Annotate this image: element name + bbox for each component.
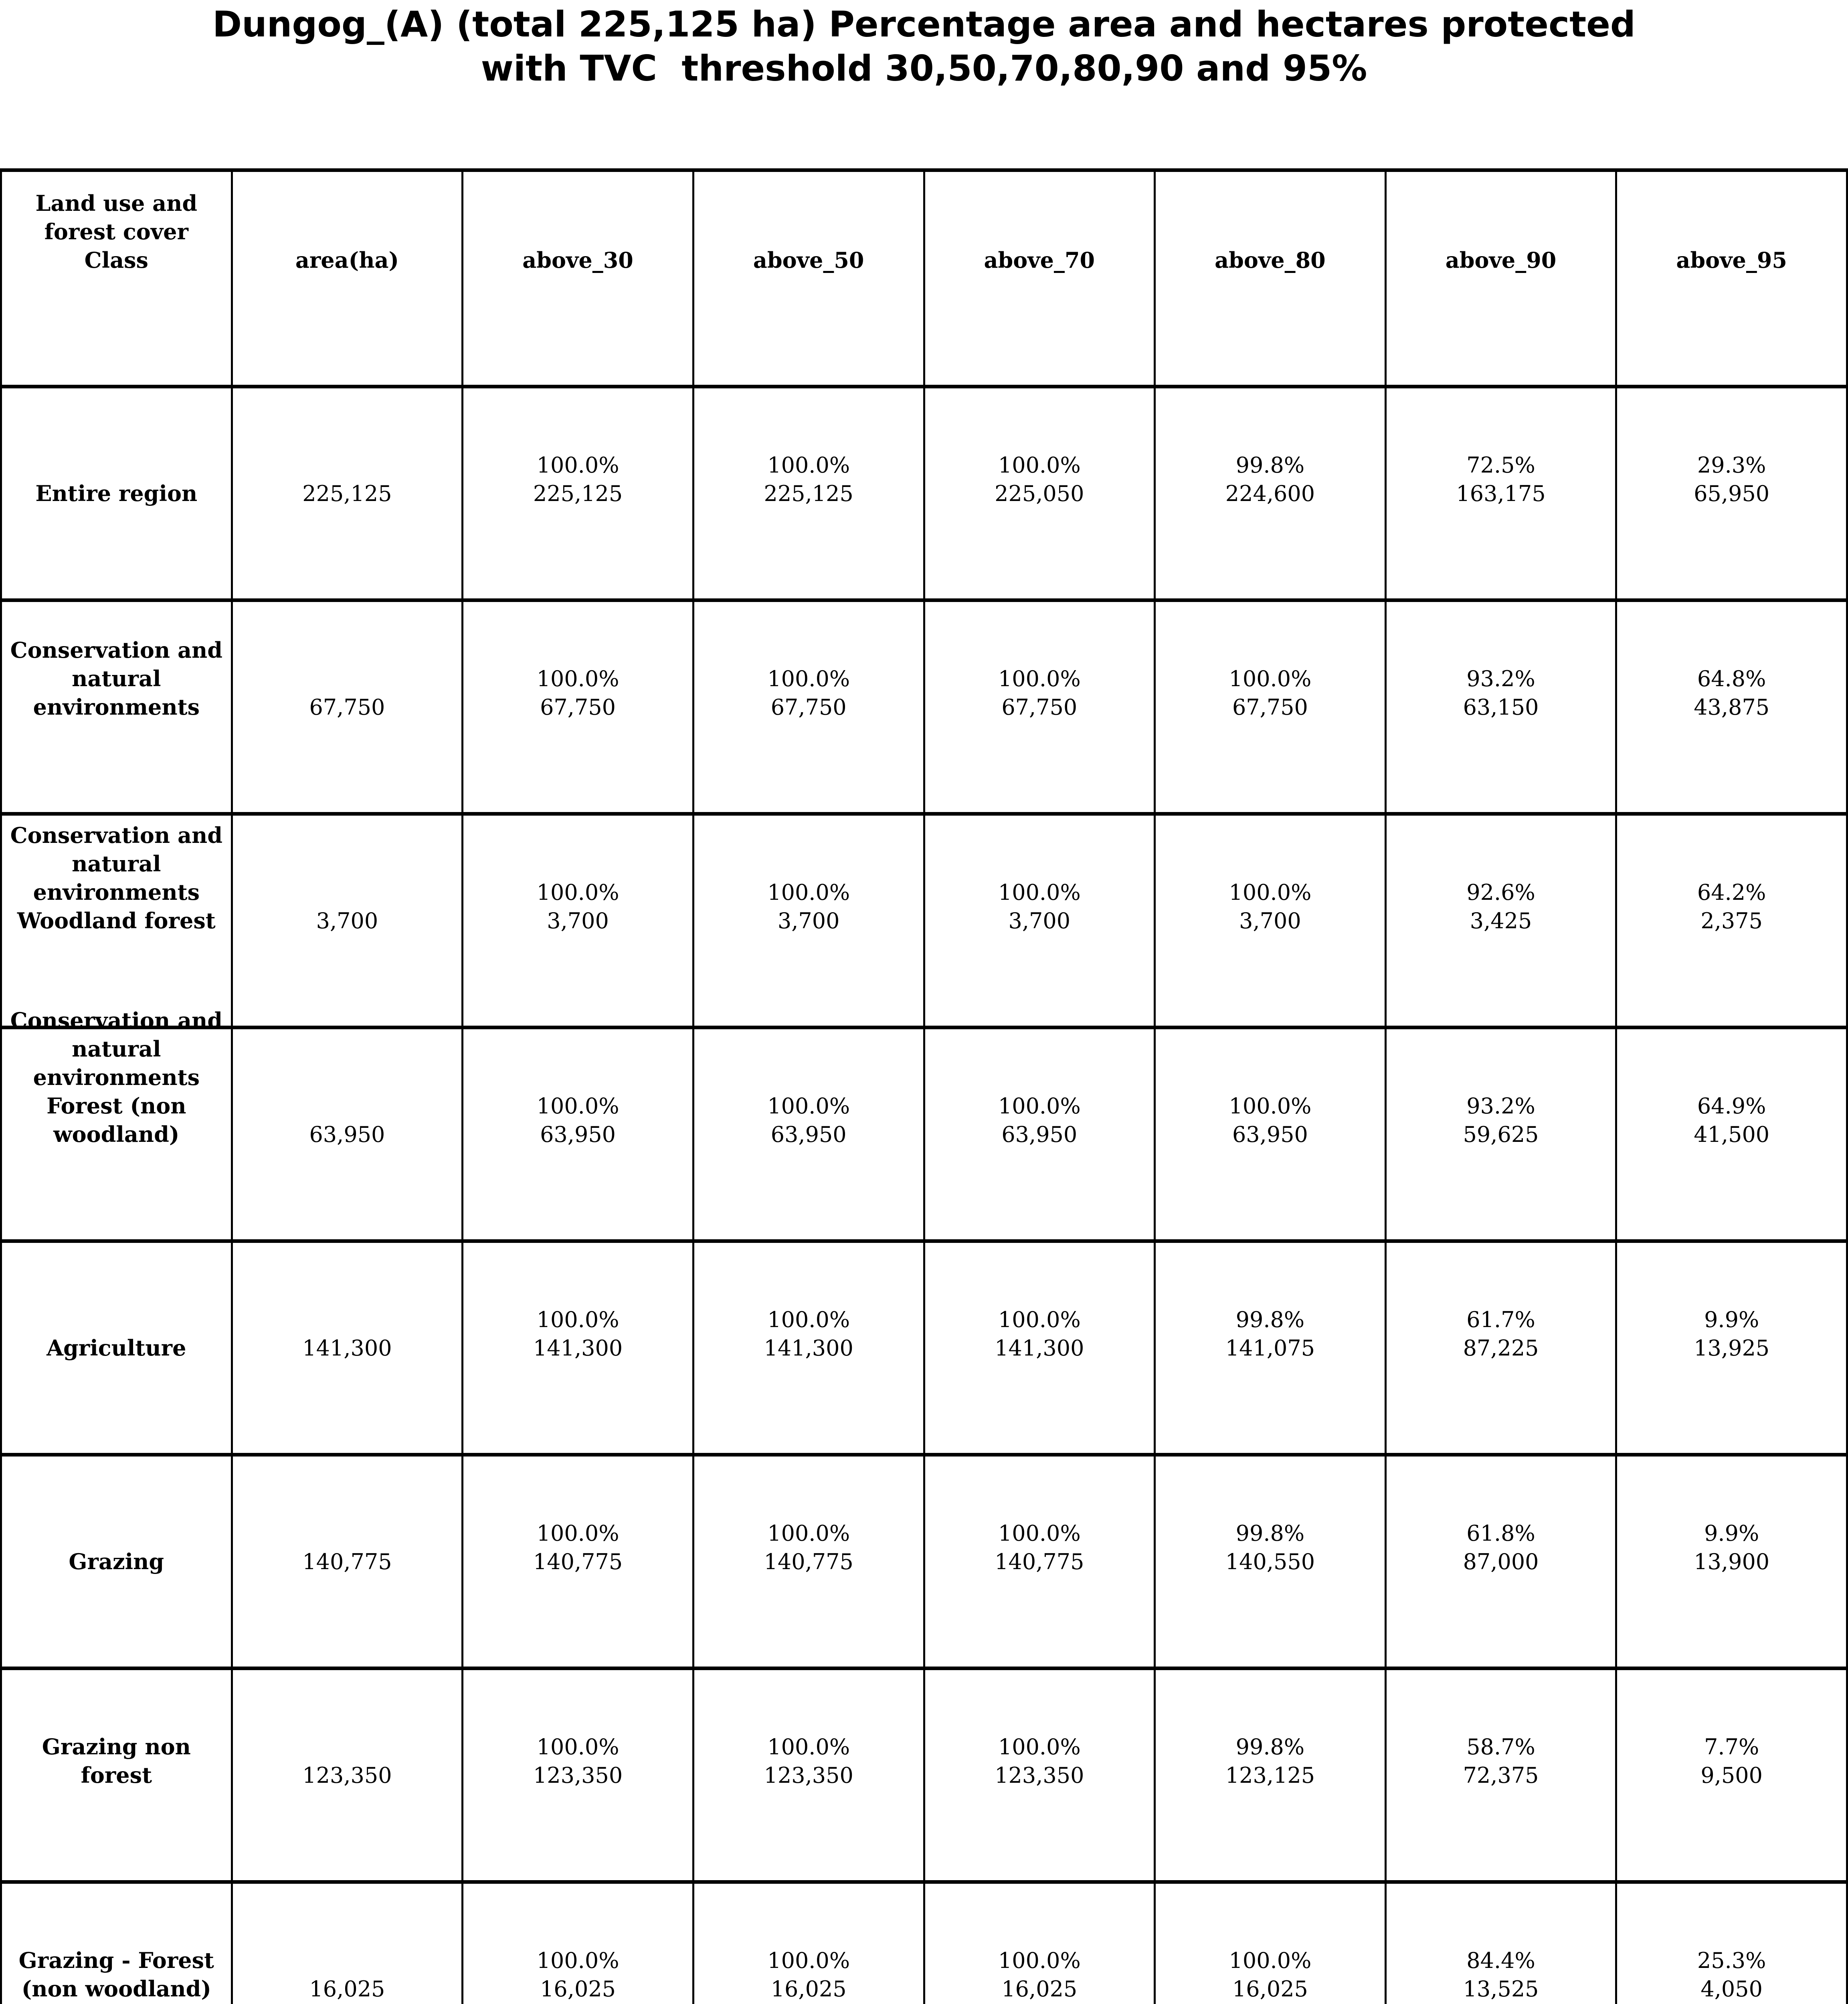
col-header-above-30: above_30 <box>461 168 694 388</box>
value-cell: 100.0% 16,025 <box>692 1880 925 2004</box>
value-cell: 9.9% 13,900 <box>1615 1453 1848 1670</box>
value-cell: 100.0% 63,950 <box>923 1026 1156 1243</box>
value-cell: 100.0% 141,300 <box>923 1239 1156 1457</box>
col-header-above-70: above_70 <box>923 168 1156 388</box>
value-cell: 100.0% 123,350 <box>461 1667 694 1884</box>
value-cell: 100.0% 63,950 <box>461 1026 694 1243</box>
value-cell: 100.0% 67,750 <box>692 598 925 816</box>
value-cell: 100.0% 16,025 <box>461 1880 694 2004</box>
row-label-cell: Grazing - Forest (non woodland) <box>0 1880 233 2004</box>
table-row: Entire region 225,125 100.0% 225,125 100… <box>0 385 1848 602</box>
col-header-area: area(ha) <box>230 168 464 388</box>
value-cell: 100.0% 16,025 <box>923 1880 1156 2004</box>
table-row: Grazing non forest 123,350 100.0% 123,35… <box>0 1667 1848 1884</box>
land-use-table: Land use and forest cover Class area(ha)… <box>0 168 1848 2004</box>
row-label-cell: Grazing non forest <box>0 1667 233 1884</box>
value-cell: 100.0% 225,050 <box>923 385 1156 602</box>
area-cell: 16,025 <box>230 1880 464 2004</box>
area-cell: 3,700 <box>230 812 464 1029</box>
value-cell: 93.2% 63,150 <box>1384 598 1618 816</box>
row-label-cell: Conservation and natural environments Fo… <box>0 1008 233 1243</box>
col-header-above-80: above_80 <box>1154 168 1387 388</box>
row-label-cell: Grazing <box>0 1453 233 1670</box>
area-cell: 140,775 <box>230 1453 464 1670</box>
page-title: Dungog_(A) (total 225,125 ha) Percentage… <box>212 4 1636 89</box>
value-cell: 100.0% 3,700 <box>923 812 1156 1029</box>
value-cell: 100.0% 3,700 <box>1154 812 1387 1029</box>
table-header-row: Land use and forest cover Class area(ha)… <box>0 168 1848 388</box>
table-row: Conservation and natural environments Wo… <box>0 812 1848 1029</box>
value-cell: 99.8% 140,550 <box>1154 1453 1387 1670</box>
value-cell: 93.2% 59,625 <box>1384 1026 1618 1243</box>
col-header-class: Land use and forest cover Class <box>0 168 233 388</box>
value-cell: 100.0% 63,950 <box>692 1026 925 1243</box>
value-cell: 64.9% 41,500 <box>1615 1026 1848 1243</box>
area-cell: 67,750 <box>230 598 464 816</box>
value-cell: 100.0% 123,350 <box>692 1667 925 1884</box>
value-cell: 58.7% 72,375 <box>1384 1667 1618 1884</box>
value-cell: 100.0% 67,750 <box>923 598 1156 816</box>
col-header-above-90: above_90 <box>1384 168 1618 388</box>
area-cell: 63,950 <box>230 1026 464 1243</box>
value-cell: 100.0% 225,125 <box>692 385 925 602</box>
value-cell: 9.9% 13,925 <box>1615 1239 1848 1457</box>
col-header-above-95: above_95 <box>1615 168 1848 388</box>
value-cell: 100.0% 141,300 <box>692 1239 925 1457</box>
value-cell: 100.0% 16,025 <box>1154 1880 1387 2004</box>
value-cell: 99.8% 123,125 <box>1154 1667 1387 1884</box>
table-row: Agriculture 141,300 100.0% 141,300 100.0… <box>0 1239 1848 1457</box>
table-row: Conservation and natural environments Fo… <box>0 1008 1848 1243</box>
value-cell: 100.0% 3,700 <box>461 812 694 1029</box>
value-cell: 84.4% 13,525 <box>1384 1880 1618 2004</box>
area-cell: 225,125 <box>230 385 464 602</box>
row-label-cell: Conservation and natural environments <box>0 598 233 816</box>
value-cell: 100.0% 140,775 <box>692 1453 925 1670</box>
value-cell: 100.0% 67,750 <box>1154 598 1387 816</box>
row-label-cell: Conservation and natural environments Wo… <box>0 812 233 1029</box>
value-cell: 100.0% 123,350 <box>923 1667 1156 1884</box>
value-cell: 100.0% 225,125 <box>461 385 694 602</box>
area-cell: 123,350 <box>230 1667 464 1884</box>
area-cell: 141,300 <box>230 1239 464 1457</box>
value-cell: 61.7% 87,225 <box>1384 1239 1618 1457</box>
value-cell: 72.5% 163,175 <box>1384 385 1618 602</box>
value-cell: 61.8% 87,000 <box>1384 1453 1618 1670</box>
row-label-cell: Entire region <box>0 385 233 602</box>
col-header-above-50: above_50 <box>692 168 925 388</box>
value-cell: 64.8% 43,875 <box>1615 598 1848 816</box>
row-label-cell: Agriculture <box>0 1239 233 1457</box>
value-cell: 100.0% 140,775 <box>923 1453 1156 1670</box>
value-cell: 100.0% 3,700 <box>692 812 925 1029</box>
value-cell: 7.7% 9,500 <box>1615 1667 1848 1884</box>
value-cell: 99.8% 141,075 <box>1154 1239 1387 1457</box>
value-cell: 29.3% 65,950 <box>1615 385 1848 602</box>
value-cell: 25.3% 4,050 <box>1615 1880 1848 2004</box>
value-cell: 100.0% 140,775 <box>461 1453 694 1670</box>
value-cell: 92.6% 3,425 <box>1384 812 1618 1029</box>
value-cell: 99.8% 224,600 <box>1154 385 1387 602</box>
value-cell: 64.2% 2,375 <box>1615 812 1848 1029</box>
table-row: Conservation and natural environments 67… <box>0 598 1848 816</box>
value-cell: 100.0% 67,750 <box>461 598 694 816</box>
table-row: Grazing - Forest (non woodland) 16,025 1… <box>0 1880 1848 2004</box>
value-cell: 100.0% 63,950 <box>1154 1026 1387 1243</box>
value-cell: 100.0% 141,300 <box>461 1239 694 1457</box>
table-row: Grazing 140,775 100.0% 140,775 100.0% 14… <box>0 1453 1848 1670</box>
